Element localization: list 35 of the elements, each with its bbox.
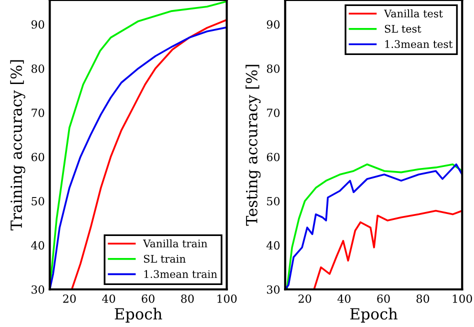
x-tick-label: 40 <box>337 294 350 303</box>
legend-label: SL test <box>384 24 422 33</box>
legend-label: SL train <box>144 254 186 263</box>
y-tick-label: 90 <box>266 20 280 29</box>
y-tick-label: 30 <box>267 285 280 294</box>
legend-label: 1.3mean test <box>385 40 453 48</box>
x-tick-label: 40 <box>102 294 116 303</box>
x-tick-label: 80 <box>416 294 430 303</box>
x-tick-label: 60 <box>377 294 390 303</box>
y-tick-label: 40 <box>266 241 280 250</box>
y-axis-title: Training accuracy [%] <box>10 60 26 230</box>
legend-label: Vanilla test <box>384 9 443 18</box>
x-tick-label: 20 <box>63 294 76 303</box>
y-tick-label: 80 <box>32 64 44 73</box>
y-tick-label: 60 <box>266 152 280 162</box>
x-tick-label: 100 <box>218 294 237 303</box>
x-tick-label: 60 <box>142 294 154 303</box>
y-tick-label: 40 <box>31 241 44 250</box>
y-tick-label: 80 <box>266 64 280 73</box>
x-axis-title: Epoch <box>350 308 398 323</box>
x-tick-label: 100 <box>452 294 472 303</box>
y-tick-label: 30 <box>32 285 44 294</box>
y-tick-label: 70 <box>267 108 280 118</box>
y-tick-label: 50 <box>32 197 44 206</box>
y-tick-label: 70 <box>32 108 44 118</box>
x-axis-title: Epoch <box>114 308 162 323</box>
legend-label: Vanilla train <box>143 239 208 248</box>
y-tick-label: 60 <box>32 152 44 162</box>
y-axis-title: Testing accuracy [%] <box>246 64 261 226</box>
y-tick-label: 50 <box>267 197 280 206</box>
x-tick-label: 20 <box>298 294 312 303</box>
line-series <box>313 210 462 290</box>
legend-label: 1.3mean train <box>144 270 218 278</box>
x-tick-label: 80 <box>181 294 194 303</box>
y-tick-label: 90 <box>31 20 44 29</box>
